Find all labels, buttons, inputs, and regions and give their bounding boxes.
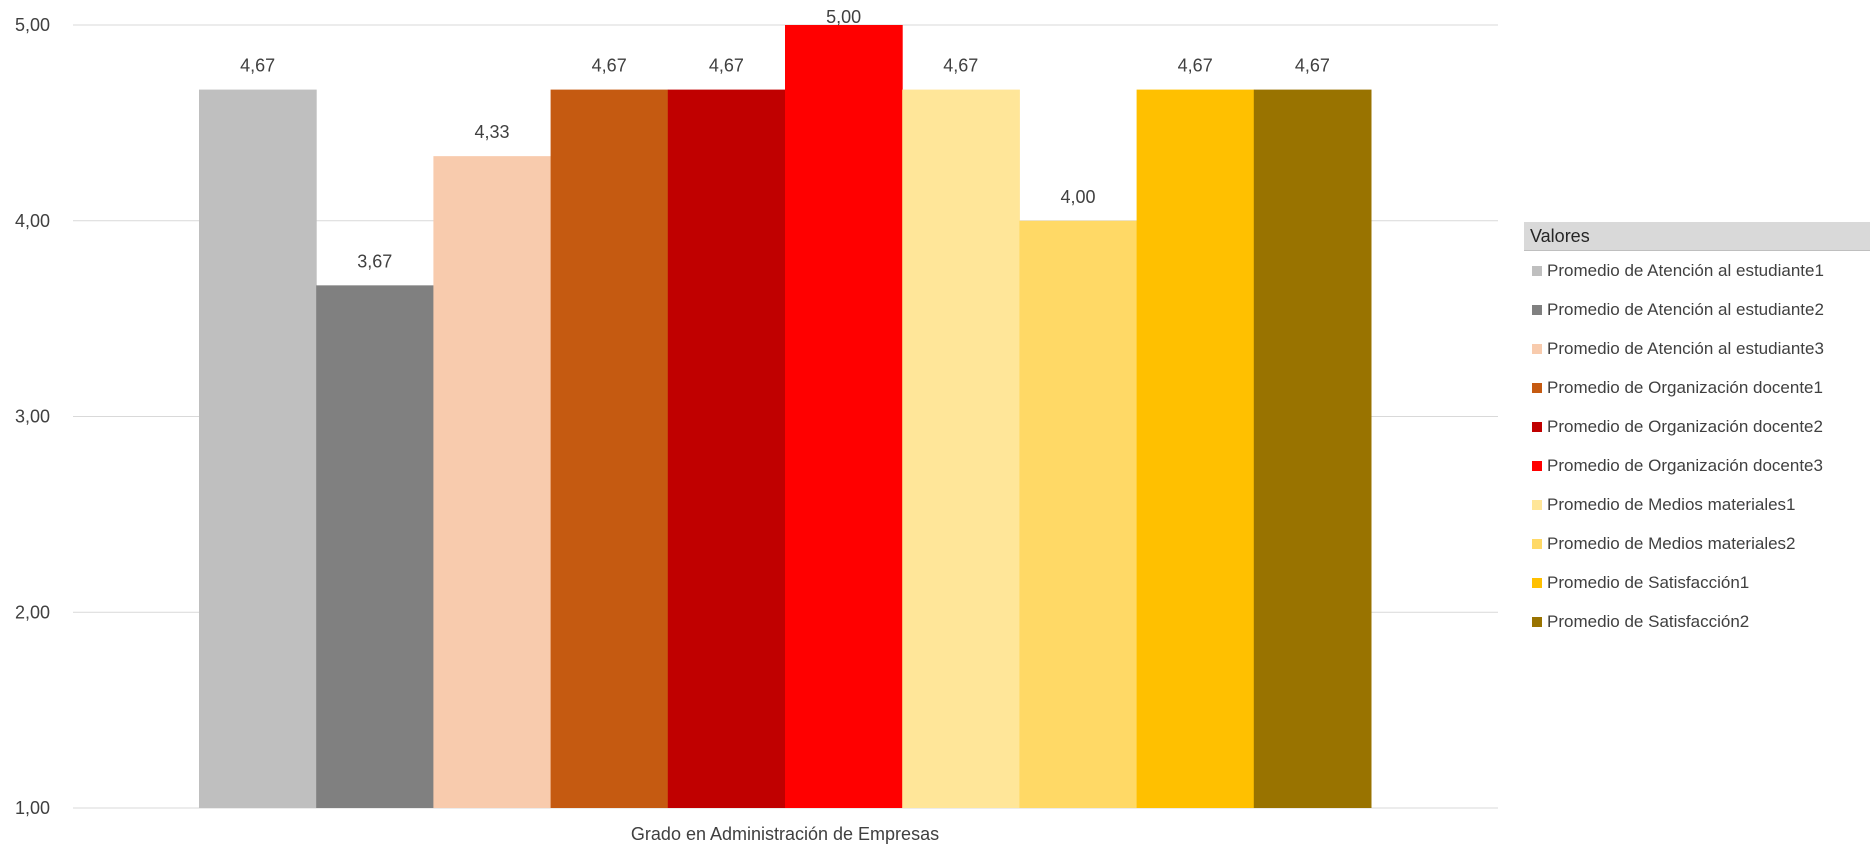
legend-items: Promedio de Atención al estudiante1 Prome… [1524,251,1870,641]
legend-label: Promedio de Satisfacción2 [1547,611,1750,631]
x-axis-category-label: Grado en Administración de Empresas [631,824,939,844]
data-label: 4,67 [1178,56,1213,76]
legend-item[interactable]: Promedio de Medios materiales1 [1524,485,1870,524]
legend-title[interactable]: Valores [1524,222,1870,251]
bar[interactable] [1253,89,1372,808]
legend-label: Promedio de Satisfacción1 [1547,572,1750,592]
legend-item[interactable]: Promedio de Atención al estudiante3 [1524,329,1870,368]
legend-label: Promedio de Atención al estudiante2 [1547,299,1824,319]
data-label: 5,00 [826,7,861,27]
data-label: 4,67 [1295,56,1330,76]
legend-swatch [1532,616,1542,627]
bar[interactable] [199,89,317,808]
y-tick-label: 5,00 [15,15,50,35]
legend-item[interactable]: Promedio de Satisfacción1 [1524,563,1870,602]
legend-swatch [1532,265,1542,276]
legend-label: Promedio de Medios materiales2 [1547,533,1796,553]
data-label: 3,67 [357,251,392,271]
legend-swatch [1532,304,1542,315]
legend-label: Promedio de Organización docente1 [1547,377,1823,397]
legend-swatch [1532,460,1542,471]
data-label: 4,00 [1060,187,1095,207]
legend-label: Promedio de Atención al estudiante3 [1547,338,1824,358]
legend-label: Promedio de Atención al estudiante1 [1547,260,1824,280]
legend-label: Promedio de Medios materiales1 [1547,494,1796,514]
legend-item[interactable]: Promedio de Atención al estudiante1 [1524,251,1870,290]
data-label: 4,33 [474,122,509,142]
legend-swatch [1532,538,1542,549]
legend-label: Promedio de Organización docente3 [1547,455,1823,475]
legend-item[interactable]: Promedio de Satisfacción2 [1524,602,1870,641]
legend-swatch [1532,421,1542,432]
legend-item[interactable]: Promedio de Organización docente1 [1524,368,1870,407]
y-tick-label: 3,00 [15,407,50,427]
bars [199,25,1372,809]
legend-swatch [1532,499,1542,510]
data-label: 4,67 [240,56,275,76]
legend-item[interactable]: Promedio de Organización docente3 [1524,446,1870,485]
legend-swatch [1532,577,1542,588]
data-label: 4,67 [709,56,744,76]
legend-item[interactable]: Promedio de Atención al estudiante2 [1524,290,1870,329]
y-tick-label: 2,00 [15,602,50,622]
bar[interactable] [902,89,1020,808]
legend-item[interactable]: Promedio de Organización docente2 [1524,407,1870,446]
legend: Valores Promedio de Atención al estudian… [1524,222,1870,641]
legend-label: Promedio de Organización docente2 [1547,416,1823,436]
legend-swatch [1532,343,1542,354]
bar[interactable] [785,25,903,808]
bar[interactable] [316,285,434,808]
y-tick-label: 4,00 [15,211,50,231]
bar[interactable] [550,89,669,808]
data-label: 4,67 [943,56,978,76]
bar[interactable] [667,89,786,808]
bar[interactable] [1019,220,1138,808]
legend-item[interactable]: Promedio de Medios materiales2 [1524,524,1870,563]
legend-swatch [1532,382,1542,393]
data-labels: 4,67 3,67 4,33 4,67 4,67 5,00 4,67 4,00 4,67 4,67 [240,7,1330,271]
y-axis-ticks: 1,00 2,00 3,00 4,00 5,00 [15,15,50,818]
y-tick-label: 1,00 [15,798,50,818]
bar[interactable] [1136,89,1255,808]
data-label: 4,67 [592,56,627,76]
bar[interactable] [433,156,552,809]
